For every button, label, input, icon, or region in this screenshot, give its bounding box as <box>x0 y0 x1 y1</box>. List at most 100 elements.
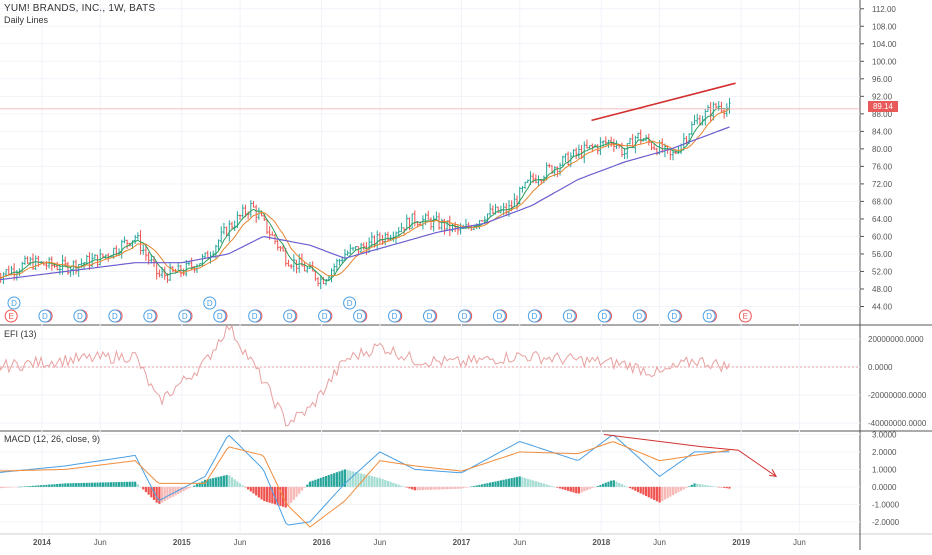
macd-histogram-bar <box>451 486 454 489</box>
macd-histogram-bar <box>696 483 699 487</box>
macd-histogram-bar <box>341 470 344 487</box>
macd-histogram-bar <box>636 486 640 493</box>
macd-histogram-bar <box>142 486 145 490</box>
macd-histogram-bar <box>238 483 242 487</box>
macd-histogram-bar <box>569 486 572 492</box>
macd-histogram-bar <box>314 479 317 487</box>
macd-histogram-bar <box>117 482 121 487</box>
macd-histogram-bar <box>386 480 390 487</box>
macd-histogram-bar <box>650 486 653 499</box>
macd-histogram-bar <box>343 469 347 487</box>
macd-histogram-bar <box>628 486 632 489</box>
dividend-marker-label: D <box>217 312 223 321</box>
macd-histogram-bar <box>88 482 91 487</box>
macd-histogram-bar <box>572 486 575 493</box>
macd-divergence-line <box>604 433 777 477</box>
macd-histogram-bar <box>462 486 465 489</box>
macd-tick-label: 2.0000 <box>872 448 897 457</box>
macd-histogram-bar <box>515 476 519 487</box>
price-tick-label: 92.00 <box>872 92 893 101</box>
macd-histogram-bar <box>421 486 425 491</box>
macd-histogram-bar <box>327 475 330 487</box>
macd-histogram-bar <box>150 486 153 498</box>
macd-histogram-bar <box>583 486 586 492</box>
macd-histogram-bar <box>620 484 624 487</box>
macd-line <box>0 434 730 526</box>
macd-histogram-bar <box>639 486 642 494</box>
macd-histogram-bar <box>287 486 290 506</box>
macd-histogram-bar <box>357 472 360 487</box>
macd-histogram-bar <box>405 486 408 488</box>
macd-histogram-bar <box>134 481 137 487</box>
macd-histogram-bar <box>499 480 503 487</box>
macd-histogram-bar <box>193 485 196 487</box>
macd-histogram-bar <box>545 484 548 487</box>
dividend-marker-label: D <box>147 312 153 321</box>
macd-divergence-arrowhead <box>769 469 778 478</box>
macd-histogram-bar <box>550 486 554 487</box>
macd-histogram-bar <box>58 483 61 487</box>
efi-tick-label: 0.0000 <box>868 363 893 372</box>
macd-histogram-bar <box>642 486 645 495</box>
macd-histogram-bar <box>413 486 416 491</box>
macd-histogram-bar <box>222 475 226 487</box>
macd-histogram-bar <box>674 486 677 494</box>
macd-histogram-bar <box>187 486 191 489</box>
macd-histogram-bar <box>115 482 118 487</box>
dividend-marker-label: D <box>462 312 468 321</box>
macd-histogram-bar <box>298 486 301 494</box>
symbol-title: YUM! BRANDS, INC., 1W, BATS <box>4 3 156 14</box>
macd-histogram-bar <box>459 486 462 489</box>
macd-histogram-bar <box>470 486 473 488</box>
macd-histogram-bar <box>284 486 287 508</box>
dividend-marker <box>7 296 21 310</box>
earnings-marker <box>4 309 18 323</box>
macd-histogram-bar <box>144 486 148 493</box>
time-tick-label: Jun <box>94 538 107 547</box>
macd-histogram-bar <box>510 478 513 487</box>
time-tick-label: 2017 <box>453 538 471 547</box>
macd-histogram-bar <box>464 486 468 488</box>
macd-histogram-bar <box>599 484 602 487</box>
macd-histogram-bar <box>610 480 613 487</box>
macd-histogram-bar <box>66 483 70 487</box>
dividend-marker <box>597 309 611 323</box>
macd-histogram-bar <box>591 486 594 489</box>
macd-histogram-bar <box>408 486 411 489</box>
macd-histogram-bar <box>249 486 252 492</box>
macd-histogram-bar <box>685 486 688 488</box>
price-tick-label: 72.00 <box>872 180 893 189</box>
macd-histogram-bar <box>268 486 271 503</box>
macd-histogram-bar <box>325 475 328 487</box>
ma-slow-line <box>0 126 730 281</box>
macd-histogram-bar <box>0 486 2 489</box>
macd-histogram-bar <box>39 485 43 487</box>
macd-histogram-bar <box>653 486 656 500</box>
macd-histogram-bar <box>322 476 325 487</box>
dividend-marker <box>318 309 332 323</box>
macd-histogram-bar <box>29 485 32 487</box>
macd-histogram-bar <box>688 486 691 487</box>
dividend-marker-label: D <box>287 312 293 321</box>
macd-histogram-bar <box>61 483 64 487</box>
macd-histogram-bar <box>454 486 457 489</box>
efi-tick-label: -40000000.0000 <box>868 419 927 428</box>
macd-histogram-bar <box>669 486 672 497</box>
macd-histogram-bar <box>255 486 258 496</box>
macd-histogram-bar <box>244 486 247 488</box>
macd-histogram-bar <box>31 485 35 487</box>
macd-tick-label: 0.0000 <box>872 483 897 492</box>
macd-histogram-bar <box>169 486 172 499</box>
macd-histogram-bar <box>128 481 131 487</box>
macd-histogram-bar <box>50 484 53 487</box>
macd-histogram-bar <box>443 486 446 490</box>
efi-tick-label: -20000000.0000 <box>868 391 927 400</box>
macd-histogram-bar <box>663 486 667 500</box>
macd-histogram-bar <box>585 486 589 491</box>
macd-histogram-bar <box>626 486 629 488</box>
macd-histogram-bar <box>179 486 182 493</box>
macd-histogram-bar <box>723 486 726 488</box>
time-tick-label: Jun <box>234 538 247 547</box>
